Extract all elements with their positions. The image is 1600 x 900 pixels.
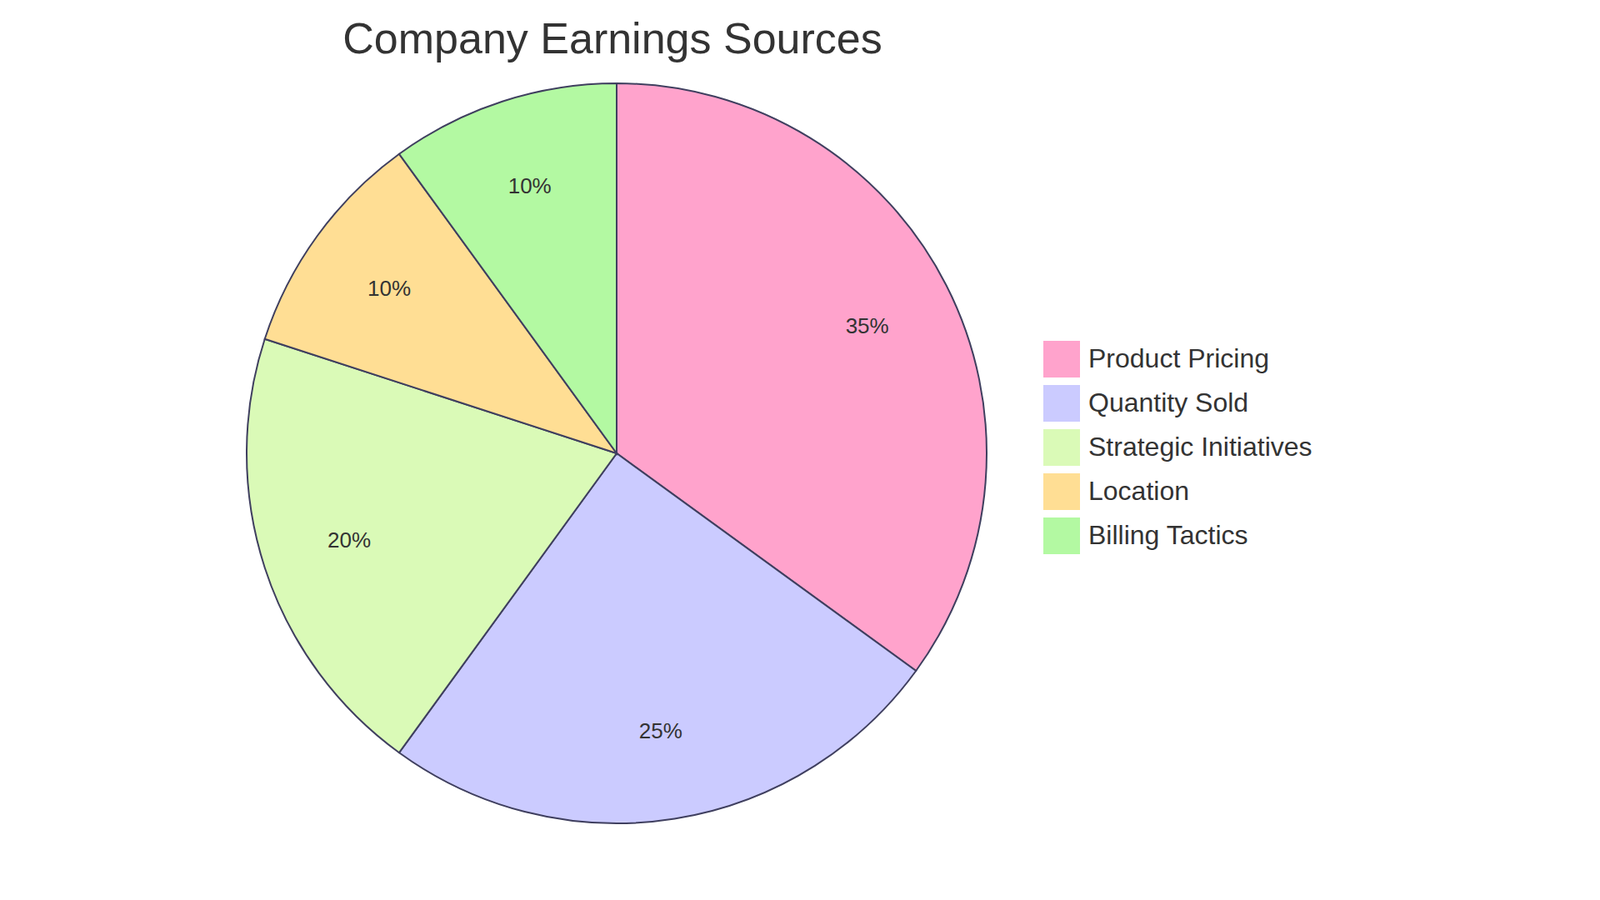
svg-text:10%: 10%: [508, 173, 552, 199]
svg-text:10%: 10%: [367, 275, 411, 301]
html-text:Location: Location: [1088, 475, 1190, 506]
svg-text:25%: 25%: [639, 718, 683, 744]
svg-text:35%: 35%: [845, 313, 890, 339]
svg-text:20%: 20%: [327, 527, 371, 553]
html-text:Product Pricing: Product Pricing: [1088, 343, 1270, 374]
html-text:Quantity Sold: Quantity Sold: [1088, 387, 1249, 418]
html-text:Strategic Initiatives: Strategic Initiatives: [1088, 431, 1313, 462]
html-text:Company Earnings Sources: Company Earnings Sources: [342, 14, 883, 63]
html-text:Billing Tactics: Billing Tactics: [1088, 520, 1248, 550]
